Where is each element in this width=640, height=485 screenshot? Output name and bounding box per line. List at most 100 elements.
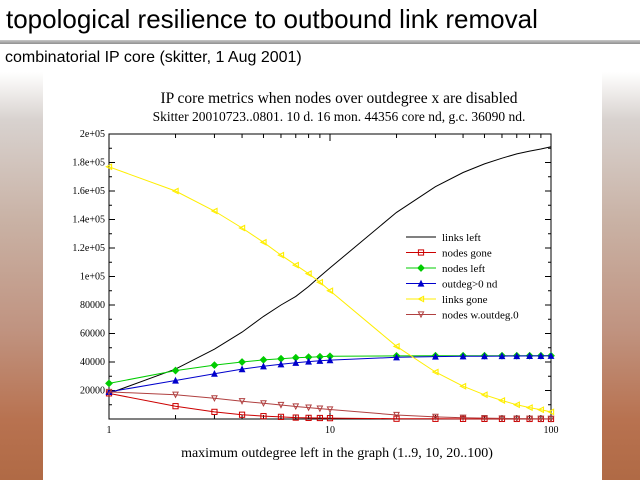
data-point-outdeg-0-nd [316, 356, 324, 364]
series-line-nodes-w-outdeg-0 [108, 391, 552, 420]
data-point-links-gone [537, 406, 545, 414]
data-point-links-gone [392, 342, 400, 350]
data-point-nodes-gone [459, 415, 467, 422]
data-point-nodes-w-outdeg-0 [172, 391, 179, 399]
chart-legend: links left nodes gone nodes left outdeg>0 n… [406, 232, 519, 322]
data-point-nodes-w-outdeg-0 [393, 411, 400, 419]
data-point-links-gone [547, 408, 555, 416]
data-point-outdeg-0-nd [481, 352, 488, 360]
data-point-nodes-w-outdeg-0 [292, 403, 300, 411]
data-point-links-gone [304, 270, 312, 278]
data-point-nodes-w-outdeg-0 [481, 415, 488, 422]
legend-label-nodes-w-outdeg-0: nodes w.outdeg.0 [442, 310, 519, 322]
data-point-links-gone [238, 224, 246, 232]
data-point-outdeg-0-nd [292, 358, 300, 366]
data-point-links-gone [498, 396, 506, 404]
data-point-nodes-w-outdeg-0 [513, 415, 521, 423]
data-point-outdeg-0-nd [172, 376, 179, 384]
y-tick-label: 1.4e+05 [72, 215, 105, 226]
data-point-nodes-w-outdeg-0 [105, 388, 113, 396]
plot-area: 20000 40000 60000 80000 1e+05 1.2e+05 1.4e+05 1… [72, 129, 558, 436]
data-point-nodes-w-outdeg-0 [305, 404, 312, 412]
data-point-outdeg-0-nd [277, 360, 285, 368]
data-point-nodes-w-outdeg-0 [498, 415, 506, 423]
data-point-nodes-w-outdeg-0 [459, 414, 467, 422]
x-tick-label: 10 [325, 425, 335, 436]
x-axis-label: maximum outdegree left in the graph (1..… [181, 446, 493, 461]
data-point-nodes-left [259, 355, 268, 364]
data-point-links-gone [326, 287, 334, 295]
data-point-nodes-gone [238, 411, 246, 418]
data-point-nodes-w-outdeg-0 [316, 405, 324, 413]
data-point-outdeg-0-nd [393, 353, 400, 361]
y-tick-label: 1e+05 [80, 272, 105, 283]
slide-title: topological resilience to outbound link … [6, 4, 538, 34]
chart-title: IP core metrics when nodes over outdegre… [160, 90, 517, 107]
data-point-nodes-w-outdeg-0 [326, 406, 334, 414]
data-point-outdeg-0-nd [238, 365, 246, 373]
data-point-outdeg-0-nd [537, 352, 545, 359]
data-point-nodes-gone [292, 414, 299, 421]
data-point-nodes-left [105, 379, 113, 388]
x-tick-label: 100 [544, 425, 559, 436]
data-point-nodes-left [238, 358, 246, 366]
data-point-nodes-gone [277, 413, 285, 420]
data-point-nodes-w-outdeg-0 [211, 395, 218, 403]
legend-label-nodes-left: nodes left [442, 263, 485, 275]
data-point-links-gone [316, 278, 324, 286]
legend-label-outdeg-0-nd: outdeg>0 nd [442, 279, 498, 291]
data-point-nodes-gone [172, 403, 179, 410]
data-point-outdeg-0-nd [513, 352, 521, 360]
data-point-nodes-left [171, 366, 180, 375]
data-point-nodes-gone [326, 415, 334, 422]
data-point-outdeg-0-nd [432, 352, 439, 360]
data-point-links-gone [171, 187, 179, 195]
slide-subtitle: combinatorial IP core (skitter, 1 Aug 20… [5, 49, 302, 66]
data-point-nodes-w-outdeg-0 [537, 415, 545, 423]
data-point-links-gone [431, 368, 439, 376]
plot-frame [108, 133, 552, 420]
y-tick-label: 1.2e+05 [72, 243, 105, 254]
y-tick-label: 20000 [80, 386, 105, 397]
y-tick-label: 40000 [80, 357, 105, 368]
y-tick-label: 1.8e+05 [72, 158, 105, 169]
data-point-links-gone [105, 163, 113, 171]
data-point-nodes-w-outdeg-0 [526, 415, 533, 423]
data-point-nodes-gone [305, 414, 312, 421]
data-point-links-gone [480, 391, 488, 399]
data-point-links-gone [525, 404, 533, 412]
y-tick-label: 2e+05 [80, 129, 105, 140]
data-point-links-gone [512, 401, 520, 409]
data-point-links-gone [210, 207, 218, 215]
y-tick-label: 60000 [80, 329, 105, 340]
data-point-outdeg-0-nd [459, 352, 467, 360]
title-divider [0, 40, 640, 44]
data-point-nodes-gone [393, 415, 400, 422]
data-point-nodes-gone [316, 414, 323, 422]
legend-label-links-gone: links gone [442, 294, 488, 306]
y-tick-label: 80000 [80, 300, 105, 311]
legend-marker-nodes-gone [417, 249, 425, 256]
series-line-links-left [108, 146, 552, 394]
data-point-nodes-gone [211, 408, 218, 415]
data-point-outdeg-0-nd [547, 352, 555, 359]
legend-marker-nodes-w-outdeg-0 [417, 311, 425, 319]
data-point-links-gone [277, 251, 285, 259]
legend-marker-links-gone [417, 295, 425, 303]
series-line-links-gone [108, 166, 552, 413]
data-point-nodes-w-outdeg-0 [238, 398, 246, 405]
chart-subtitle: Skitter 20010723..0801. 10 d. 16 mon. 44… [153, 109, 526, 124]
data-point-outdeg-0-nd [498, 352, 506, 360]
data-point-nodes-gone [260, 413, 267, 420]
data-point-outdeg-0-nd [526, 352, 533, 360]
legend-label-nodes-gone: nodes gone [442, 248, 492, 260]
data-point-outdeg-0-nd [260, 362, 267, 370]
legend-marker-outdeg-0-nd [417, 279, 425, 287]
x-tick-label: 1 [107, 425, 112, 436]
legend-marker-nodes-left [417, 264, 425, 272]
data-point-nodes-w-outdeg-0 [260, 400, 267, 408]
data-point-links-gone [259, 238, 267, 246]
data-point-nodes-w-outdeg-0 [432, 413, 439, 421]
data-point-links-gone [459, 382, 467, 390]
data-point-nodes-w-outdeg-0 [277, 401, 285, 409]
